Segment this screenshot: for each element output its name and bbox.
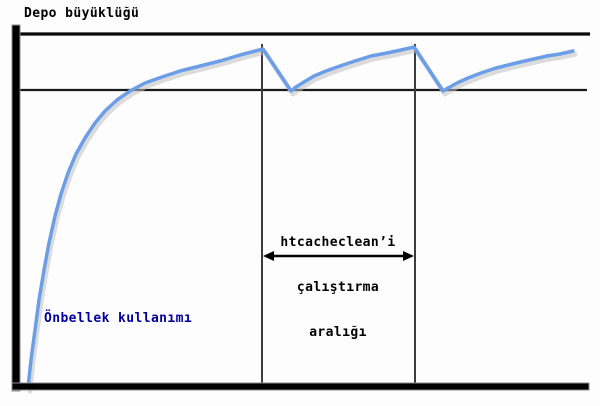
interval-arrow-head-left <box>263 251 274 261</box>
x-axis <box>11 382 590 391</box>
cleanup-interval-label-line1: htcacheclean’i <box>280 235 396 250</box>
cleanup-interval-label-line2: çalıştırma <box>296 280 380 295</box>
reference-lines <box>19 32 590 384</box>
y-axis <box>11 24 21 392</box>
cleanup-interval-label-line3: aralığı <box>309 325 367 340</box>
cleanup-interval-label: htcacheclean’i çalıştırma aralığı <box>258 205 418 370</box>
interval-arrow-head-right <box>403 251 414 261</box>
cache-usage-label: Önbellek kullanımı <box>44 311 193 326</box>
y-axis-title: Depo büyüklüğü <box>24 6 140 21</box>
interval-arrow <box>263 251 414 261</box>
cache-curve <box>26 45 575 390</box>
